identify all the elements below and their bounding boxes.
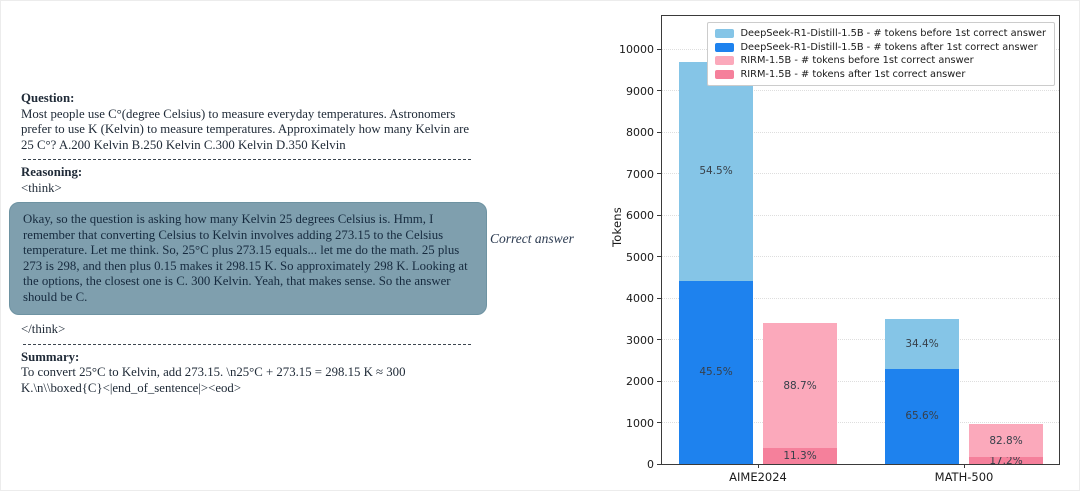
correct-answer-label: Correct answer [490,231,574,246]
summary-heading: Summary: [21,349,80,364]
bar-segment[interactable] [679,280,753,464]
y-tick-label: 10000 [619,43,654,57]
document-panel: Question: Most people use C°(degree Cels… [9,91,487,396]
legend-swatch-icon [715,42,735,52]
y-tick-mark [657,256,661,258]
chart-legend: DeepSeek-R1-Distill-1.5B - # tokens befo… [707,22,1055,86]
y-tick-label: 3000 [626,333,654,347]
bar-segment[interactable] [969,424,1043,458]
y-tick-mark [657,463,661,465]
summary-text: To convert 25°C to Kelvin, add 273.15. \… [21,365,406,395]
percent-label: 45.5% [699,366,733,379]
y-tick-mark [657,173,661,175]
y-tick-mark [657,380,661,382]
grid-line [662,339,1059,341]
bar-segment[interactable] [679,61,753,281]
bar-segment[interactable] [763,322,837,449]
y-tick-mark [657,214,661,216]
y-tick-mark [657,90,661,92]
y-tick-mark [657,422,661,424]
y-tick-label: 1000 [626,416,654,430]
grid-line [662,131,1059,133]
legend-row: DeepSeek-R1-Distill-1.5B - # tokens befo… [715,28,1046,39]
y-tick-label: 8000 [626,126,654,140]
bar-segment[interactable] [763,448,837,464]
legend-swatch-icon [715,69,735,79]
think-close-tag: </think> [21,322,66,336]
grid-line [662,256,1059,258]
legend-row: RIRM-1.5B - # tokens before 1st correct … [715,55,1046,66]
legend-label: RIRM-1.5B - # tokens before 1st correct … [740,55,974,66]
reasoning-heading: Reasoning: [21,165,83,179]
y-tick-label: 2000 [626,375,654,389]
y-tick-label: 9000 [626,84,654,98]
y-tick-label: 5000 [626,250,654,264]
question-text: Most people use C°(degree Celsius) to me… [21,106,470,152]
percent-label: 11.3% [783,450,817,463]
percent-label: 82.8% [989,434,1023,447]
percent-label: 54.5% [699,165,733,178]
legend-row: RIRM-1.5B - # tokens after 1st correct a… [715,69,1046,80]
grid-line [662,422,1059,424]
x-tick-label: MATH-500 [934,470,994,484]
y-tick-label: 4000 [626,292,654,306]
grid-line [662,90,1059,92]
y-tick-mark [657,339,661,341]
plot-area: DeepSeek-R1-Distill-1.5B - # tokens befo… [619,15,1060,484]
percent-label: 88.7% [783,379,817,392]
reasoning-text: Okay, so the question is asking how many… [23,212,468,304]
grid-line [662,380,1059,382]
think-open-tag: <think> [21,180,62,195]
grid-line [662,214,1059,216]
legend-swatch-icon [715,56,735,65]
grid-line [662,297,1059,299]
y-tick-label: 0 [647,458,654,471]
y-tick-mark [657,297,661,299]
question-heading: Question: [21,91,75,105]
bar-segment[interactable] [885,318,959,369]
reasoning-highlight-box: Okay, so the question is asking how many… [9,202,487,315]
x-tick-mark [758,464,759,468]
y-tick-mark [657,131,661,133]
legend-label: DeepSeek-R1-Distill-1.5B - # tokens befo… [740,28,1046,39]
y-tick-label: 6000 [626,209,654,223]
legend-label: DeepSeek-R1-Distill-1.5B - # tokens afte… [740,41,1038,53]
y-tick-mark [657,48,661,50]
bar-segment[interactable] [885,368,959,464]
legend-row: DeepSeek-R1-Distill-1.5B - # tokens afte… [715,42,1046,53]
y-tick-label: 7000 [626,167,654,181]
percent-label: 17.2% [989,454,1023,467]
separator [23,343,471,345]
x-tick-mark [964,464,965,468]
percent-label: 34.4% [905,337,939,350]
grid-line [662,173,1059,175]
x-tick-label: AIME2024 [729,470,787,484]
legend-swatch-icon [715,29,735,38]
bar-segment[interactable] [969,457,1043,464]
separator [23,159,471,160]
legend-label: RIRM-1.5B - # tokens after 1st correct a… [740,68,966,80]
percent-label: 65.6% [905,410,939,423]
